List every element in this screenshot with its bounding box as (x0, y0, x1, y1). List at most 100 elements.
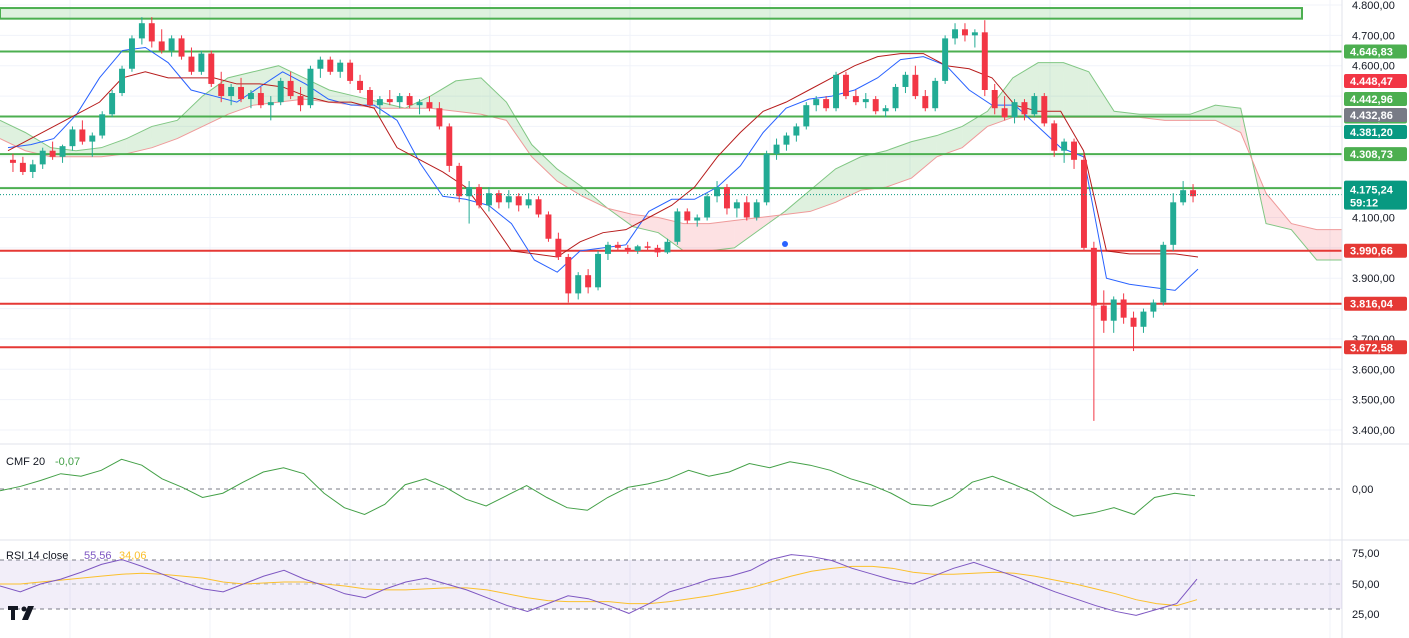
candle[interactable] (932, 77, 939, 112)
candle[interactable] (446, 123, 453, 172)
candle[interactable] (624, 244, 631, 254)
candle[interactable] (49, 141, 56, 160)
candle[interactable] (634, 244, 641, 254)
candle[interactable] (317, 56, 324, 78)
candle[interactable] (704, 193, 711, 221)
candle[interactable] (138, 17, 145, 45)
candle[interactable] (902, 71, 909, 94)
candle[interactable] (1170, 193, 1177, 251)
candle[interactable] (168, 35, 175, 57)
candle[interactable] (476, 184, 483, 209)
candle[interactable] (357, 74, 364, 94)
candle[interactable] (803, 102, 810, 130)
candle[interactable] (426, 96, 433, 112)
candle[interactable] (555, 232, 562, 260)
candle[interactable] (922, 90, 929, 112)
candle[interactable] (416, 99, 423, 115)
candle[interactable] (396, 93, 403, 109)
candle[interactable] (257, 86, 264, 109)
candle[interactable] (287, 71, 294, 100)
candle[interactable] (327, 56, 334, 75)
candle[interactable] (525, 193, 532, 209)
candle[interactable] (386, 90, 393, 106)
candle[interactable] (148, 17, 155, 48)
candle[interactable] (347, 59, 354, 84)
candle[interactable] (376, 96, 383, 115)
candle[interactable] (694, 214, 701, 227)
candle[interactable] (1011, 99, 1018, 124)
cmf-title[interactable]: CMF 20 (6, 456, 45, 468)
candle[interactable] (961, 23, 968, 42)
horizontal-levels[interactable] (0, 50, 1342, 349)
cmf-pane[interactable]: CMF 20 -0,07 0,00 (0, 456, 1373, 517)
candle[interactable] (158, 29, 165, 54)
candle[interactable] (793, 123, 800, 142)
candle[interactable] (813, 96, 820, 112)
rsi-title[interactable]: RSI 14 close (6, 550, 68, 562)
candle[interactable] (1180, 181, 1187, 206)
candle[interactable] (575, 272, 582, 300)
candle[interactable] (456, 162, 463, 203)
candle[interactable] (1090, 241, 1097, 421)
candle[interactable] (1110, 296, 1117, 333)
candle[interactable] (1031, 93, 1038, 118)
candle[interactable] (604, 241, 611, 260)
candle[interactable] (595, 250, 602, 291)
candle[interactable] (1120, 293, 1127, 324)
candle[interactable] (1051, 120, 1058, 157)
candle[interactable] (733, 199, 740, 218)
candle[interactable] (297, 86, 304, 112)
candle[interactable] (277, 77, 284, 106)
candle[interactable] (1071, 138, 1078, 169)
candle[interactable] (862, 93, 869, 109)
candle[interactable] (1150, 299, 1157, 318)
candle[interactable] (892, 83, 899, 112)
candle[interactable] (19, 156, 26, 175)
candle[interactable] (674, 208, 681, 245)
candle[interactable] (852, 90, 859, 106)
tradingview-logo[interactable] (8, 606, 34, 620)
candle[interactable] (238, 77, 245, 103)
candle[interactable] (714, 181, 721, 203)
candle[interactable] (833, 71, 840, 112)
price-axis[interactable]: 4.800,00 4.700,00 4.600,00 3.900,00 3.600,00… (1352, 0, 1395, 437)
candle[interactable] (366, 86, 373, 109)
candle[interactable] (218, 71, 225, 103)
candle[interactable] (1021, 99, 1028, 121)
candle[interactable] (872, 96, 879, 115)
candle[interactable] (188, 47, 195, 75)
candle[interactable] (247, 90, 254, 109)
candle[interactable] (644, 241, 651, 251)
candle[interactable] (89, 132, 96, 157)
candle[interactable] (59, 144, 66, 163)
candle[interactable] (942, 35, 949, 84)
candle[interactable] (198, 50, 205, 75)
candle[interactable] (842, 71, 849, 100)
candle[interactable] (128, 35, 135, 72)
candle[interactable] (505, 190, 512, 209)
candle[interactable] (208, 50, 215, 87)
rsi-pane[interactable]: RSI 14 close 55,56 34,06 75,00 50,00 25,… (0, 548, 1380, 621)
candlestick-series[interactable] (9, 17, 1197, 421)
candle[interactable] (69, 126, 76, 151)
candle[interactable] (773, 138, 780, 160)
candle[interactable] (406, 93, 413, 109)
candle[interactable] (9, 153, 16, 172)
candle[interactable] (1001, 96, 1008, 121)
candle[interactable] (109, 90, 116, 118)
candle[interactable] (515, 193, 522, 212)
candle[interactable] (723, 184, 730, 215)
candle[interactable] (981, 20, 988, 97)
candle[interactable] (763, 150, 770, 206)
candle[interactable] (178, 35, 185, 60)
candle[interactable] (485, 187, 492, 212)
candle[interactable] (912, 65, 919, 100)
candle[interactable] (545, 211, 552, 242)
candle[interactable] (1130, 311, 1137, 352)
candle[interactable] (991, 83, 998, 115)
candle[interactable] (535, 196, 542, 218)
candle[interactable] (466, 181, 473, 224)
candle[interactable] (29, 159, 36, 179)
candle[interactable] (882, 105, 889, 118)
